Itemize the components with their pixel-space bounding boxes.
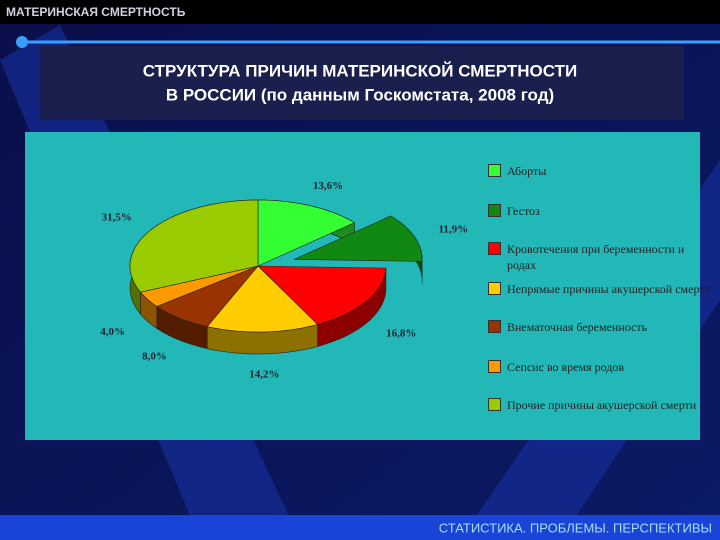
chart-title: СТРУКТУРА ПРИЧИН МАТЕРИНСКОЙ СМЕРТНОСТИ xyxy=(143,61,577,80)
data-label: 4,0% xyxy=(100,326,125,338)
chart-title: В РОССИИ (по данным Госкомстата, 2008 го… xyxy=(166,85,554,104)
legend-swatch xyxy=(488,398,501,411)
data-label: 13,6% xyxy=(313,180,343,192)
slice xyxy=(257,265,387,325)
data-label: 16,8% xyxy=(386,328,416,340)
legend-label: Непрямые причины акушерской смерти xyxy=(507,282,711,296)
rule-dot xyxy=(16,36,28,48)
slice xyxy=(206,265,319,333)
legend-label: Прочие причины акушерской смерти xyxy=(507,398,697,412)
slice xyxy=(139,265,259,307)
footer-bar xyxy=(0,515,720,540)
data-label: 31,5% xyxy=(102,212,132,224)
legend-swatch xyxy=(488,320,501,333)
legend-swatch xyxy=(488,360,501,373)
legend-swatch xyxy=(488,282,501,295)
legend-swatch xyxy=(488,242,501,255)
footer-text: СТАТИСТИКА. ПРОБЛЕМЫ. ПЕРСПЕКТИВЫ xyxy=(439,520,712,535)
data-label: 8,0% xyxy=(142,350,167,362)
slice xyxy=(129,199,259,293)
data-label: 11,9% xyxy=(438,224,468,236)
pie: 13,6% 11,9% 16,8% 14,2% 8,0% 4,0% 31,5% xyxy=(100,180,468,380)
data-label: 14,2% xyxy=(249,369,279,381)
slice xyxy=(257,199,356,267)
header-title: МАТЕРИНСКАЯ СМЕРТНОСТЬ xyxy=(6,5,186,19)
header-bar xyxy=(0,0,720,24)
legend-label: Аборты xyxy=(507,164,547,178)
legend-swatch xyxy=(488,204,501,217)
title-box xyxy=(40,46,684,120)
legend-label: Сепсис во время родов xyxy=(507,360,625,374)
legend-label: Кровотечения при беременности и родах xyxy=(507,242,685,272)
legend-swatch xyxy=(488,164,501,177)
legend-label: Внематочная беременность xyxy=(507,320,648,334)
legend-label: Гестоз xyxy=(507,204,540,218)
slice xyxy=(294,215,423,262)
slice xyxy=(156,265,259,327)
